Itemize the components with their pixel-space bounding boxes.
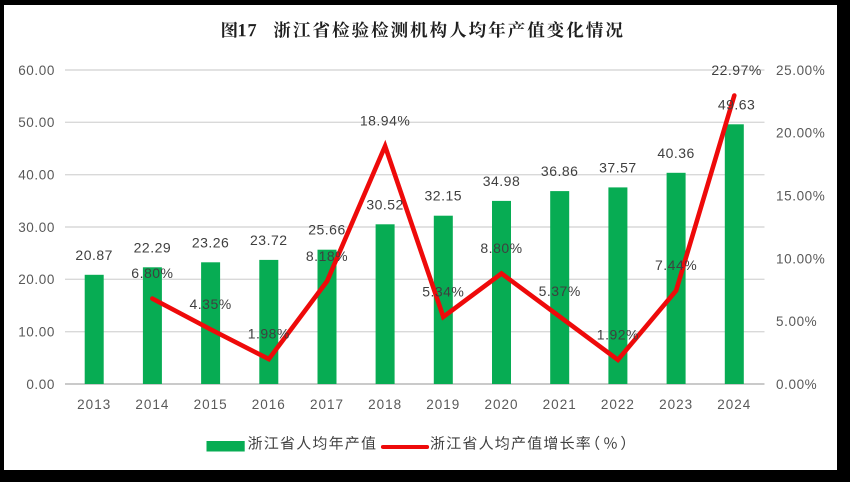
svg-text:4.35%: 4.35% [189, 296, 231, 312]
svg-text:30.00: 30.00 [18, 220, 55, 235]
svg-text:30.52: 30.52 [366, 196, 404, 212]
svg-text:5.00%: 5.00% [776, 314, 817, 329]
svg-text:22.97%: 22.97% [711, 62, 761, 78]
svg-text:60.00: 60.00 [18, 63, 55, 78]
svg-text:8.80%: 8.80% [480, 240, 522, 256]
svg-text:15.00%: 15.00% [776, 189, 825, 204]
svg-text:2013: 2013 [77, 397, 111, 412]
svg-text:2019: 2019 [426, 397, 460, 412]
svg-text:10.00: 10.00 [18, 325, 55, 340]
svg-text:22.29: 22.29 [134, 239, 172, 255]
svg-text:7.44%: 7.44% [655, 257, 697, 273]
svg-text:5.34%: 5.34% [422, 283, 464, 299]
svg-text:20.00: 20.00 [18, 272, 55, 287]
svg-text:23.26: 23.26 [192, 234, 230, 250]
svg-text:32.15: 32.15 [425, 188, 463, 204]
svg-text:2018: 2018 [368, 397, 402, 412]
svg-text:37.57: 37.57 [599, 159, 637, 175]
svg-text:2023: 2023 [659, 397, 693, 412]
svg-text:2015: 2015 [194, 397, 228, 412]
svg-text:25.00%: 25.00% [776, 63, 825, 78]
svg-text:0.00%: 0.00% [776, 377, 817, 392]
svg-text:0.00: 0.00 [26, 377, 55, 392]
svg-text:40.36: 40.36 [657, 145, 695, 161]
svg-text:49.63: 49.63 [718, 96, 756, 112]
svg-text:2016: 2016 [252, 397, 286, 412]
svg-text:6.80%: 6.80% [131, 265, 173, 281]
svg-text:18.94%: 18.94% [360, 113, 410, 129]
svg-text:8.18%: 8.18% [306, 248, 348, 264]
svg-text:50.00: 50.00 [18, 115, 55, 130]
svg-text:2020: 2020 [484, 397, 518, 412]
svg-text:10.00%: 10.00% [776, 251, 825, 266]
svg-text:2014: 2014 [135, 397, 169, 412]
svg-text:2024: 2024 [717, 397, 751, 412]
svg-text:2017: 2017 [310, 397, 344, 412]
svg-text:2022: 2022 [601, 397, 635, 412]
svg-text:1.98%: 1.98% [248, 326, 290, 342]
svg-text:1.92%: 1.92% [597, 326, 639, 342]
svg-text:36.86: 36.86 [541, 163, 579, 179]
svg-text:25.66: 25.66 [308, 222, 346, 238]
svg-text:2021: 2021 [543, 397, 577, 412]
svg-text:5.37%: 5.37% [539, 283, 581, 299]
svg-text:20.87: 20.87 [75, 247, 113, 263]
svg-text:34.98: 34.98 [483, 173, 521, 189]
svg-text:23.72: 23.72 [250, 232, 288, 248]
svg-text:20.00%: 20.00% [776, 126, 825, 141]
svg-text:40.00: 40.00 [18, 168, 55, 183]
